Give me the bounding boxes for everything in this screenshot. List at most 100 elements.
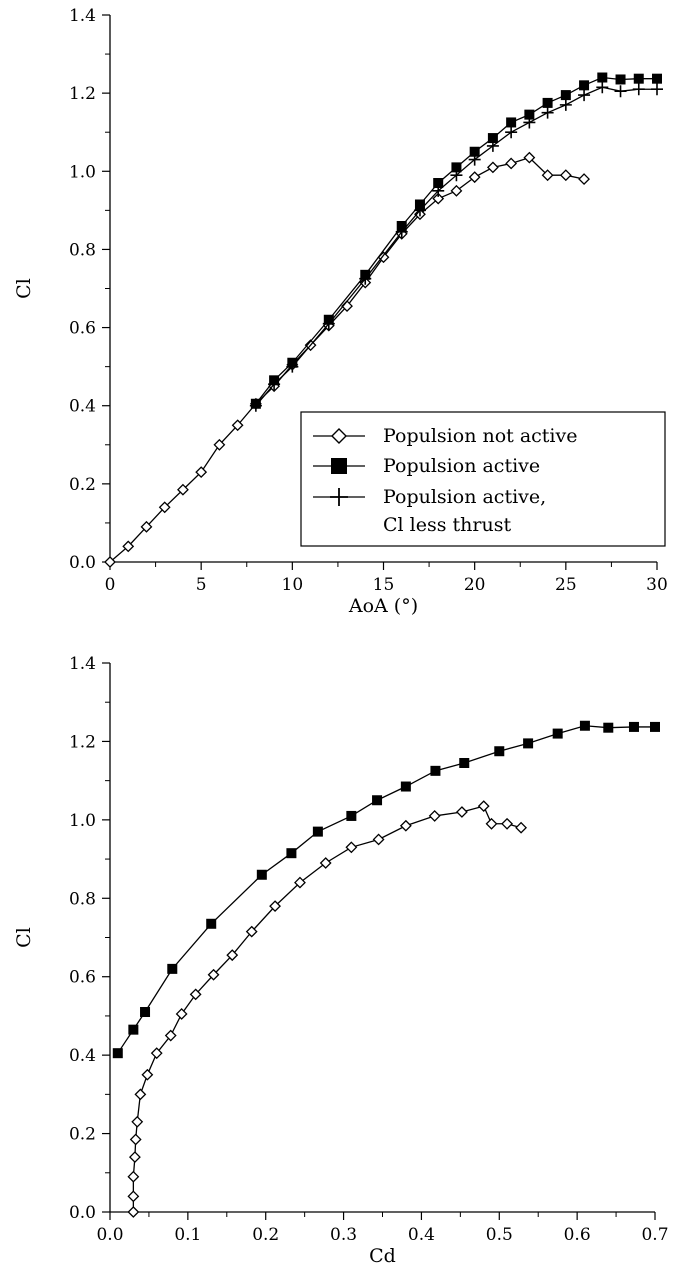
legend-label: Populsion active,: [383, 486, 546, 508]
data-point: [127, 1206, 140, 1218]
data-point: [632, 83, 645, 96]
data-point: [112, 1048, 123, 1059]
y-tick-label: 0.2: [69, 475, 96, 495]
data-point: [494, 746, 505, 757]
data-point: [127, 1190, 140, 1203]
data-point: [189, 988, 202, 1001]
data-point: [469, 146, 480, 157]
data-point: [245, 925, 258, 938]
x-tick-label: 25: [555, 575, 577, 595]
y-tick-label: 1.0: [69, 162, 96, 182]
data-point: [164, 1029, 177, 1042]
data-point: [268, 378, 281, 391]
data-point: [542, 97, 553, 108]
x-tick-label: 0.0: [96, 1225, 123, 1245]
legend-label: Populsion active: [383, 455, 540, 477]
data-point: [597, 72, 608, 83]
x-axis-title: Cd: [369, 1245, 396, 1267]
data-point: [345, 841, 358, 854]
data-point: [559, 169, 572, 182]
data-point: [346, 810, 357, 821]
y-tick-label: 0.6: [69, 968, 96, 988]
legend-marker: [330, 488, 348, 506]
y-tick-label: 0.8: [69, 889, 96, 909]
data-point: [428, 810, 441, 822]
data-point: [485, 817, 498, 830]
legend-item: Populsion active, Cl less thrust: [313, 486, 546, 536]
data-point: [614, 85, 627, 98]
data-point: [523, 151, 536, 164]
data-point: [140, 520, 153, 533]
data-point: [486, 161, 499, 174]
legend-label-line2: Cl less thrust: [383, 514, 511, 536]
data-point: [413, 204, 426, 217]
x-tick-label: 15: [373, 575, 395, 595]
x-tick-label: 0.3: [330, 1225, 357, 1245]
data-point: [506, 117, 517, 128]
data-point: [158, 501, 171, 514]
series-line: [117, 725, 655, 1054]
series-1: [112, 720, 660, 1059]
series-line: [255, 86, 657, 407]
data-point: [541, 106, 554, 119]
x-tick-label: 0.2: [252, 1225, 279, 1245]
data-point: [150, 1047, 163, 1060]
data-point: [286, 848, 297, 859]
series-2: [249, 81, 663, 412]
y-tick-label: 1.4: [69, 654, 96, 674]
y-tick-label: 0.4: [69, 1046, 96, 1066]
data-point: [128, 1151, 141, 1164]
data-point: [129, 1133, 142, 1146]
data-point: [432, 192, 445, 205]
data-point: [559, 98, 572, 111]
data-point: [312, 826, 323, 837]
legend-item: Populsion not active: [313, 425, 577, 447]
data-point: [451, 162, 462, 173]
data-point: [104, 556, 116, 568]
y-axis-title: Cl: [13, 278, 35, 299]
x-tick-label: 0.7: [641, 1225, 668, 1245]
y-axis-title: Cl: [13, 927, 35, 948]
data-point: [167, 963, 178, 974]
data-point: [523, 116, 536, 129]
data-point: [319, 857, 332, 869]
data-point: [359, 272, 372, 285]
x-tick-label: 0.5: [486, 1225, 513, 1245]
data-point: [578, 89, 591, 102]
x-tick-label: 30: [646, 575, 668, 595]
data-point: [213, 438, 226, 451]
data-point: [122, 540, 135, 553]
data-point: [579, 720, 590, 731]
x-tick-label: 0.4: [408, 1225, 435, 1245]
data-point: [515, 821, 528, 834]
data-point: [134, 1088, 147, 1101]
data-point: [501, 817, 513, 830]
data-point: [128, 1024, 139, 1035]
data-point: [294, 876, 306, 889]
x-tick-label: 0.6: [564, 1225, 591, 1245]
data-point: [652, 73, 662, 84]
aoa-vs-cl-chart: 0.0 0.2 0.4 0.6 0.8 1.0 1.2 1.4 0 5 10 15 20 25 30 AoA …: [13, 6, 668, 617]
data-point: [395, 225, 408, 238]
data-point: [523, 738, 534, 749]
data-point: [372, 795, 383, 806]
x-tick-label: 5: [196, 575, 207, 595]
data-point: [505, 126, 518, 139]
data-point: [579, 80, 590, 91]
data-point: [468, 171, 481, 184]
data-point: [450, 169, 463, 182]
data-point: [269, 900, 281, 913]
data-point: [615, 74, 626, 85]
series-1: [250, 72, 662, 409]
data-point: [175, 1008, 188, 1020]
legend-marker: [331, 428, 347, 444]
data-point: [450, 184, 463, 197]
data-point: [399, 819, 412, 832]
data-point: [400, 781, 411, 792]
data-point: [455, 806, 468, 818]
data-point: [596, 81, 609, 94]
data-point: [207, 968, 220, 981]
data-point: [486, 139, 499, 152]
y-tick-label: 1.0: [69, 811, 96, 831]
